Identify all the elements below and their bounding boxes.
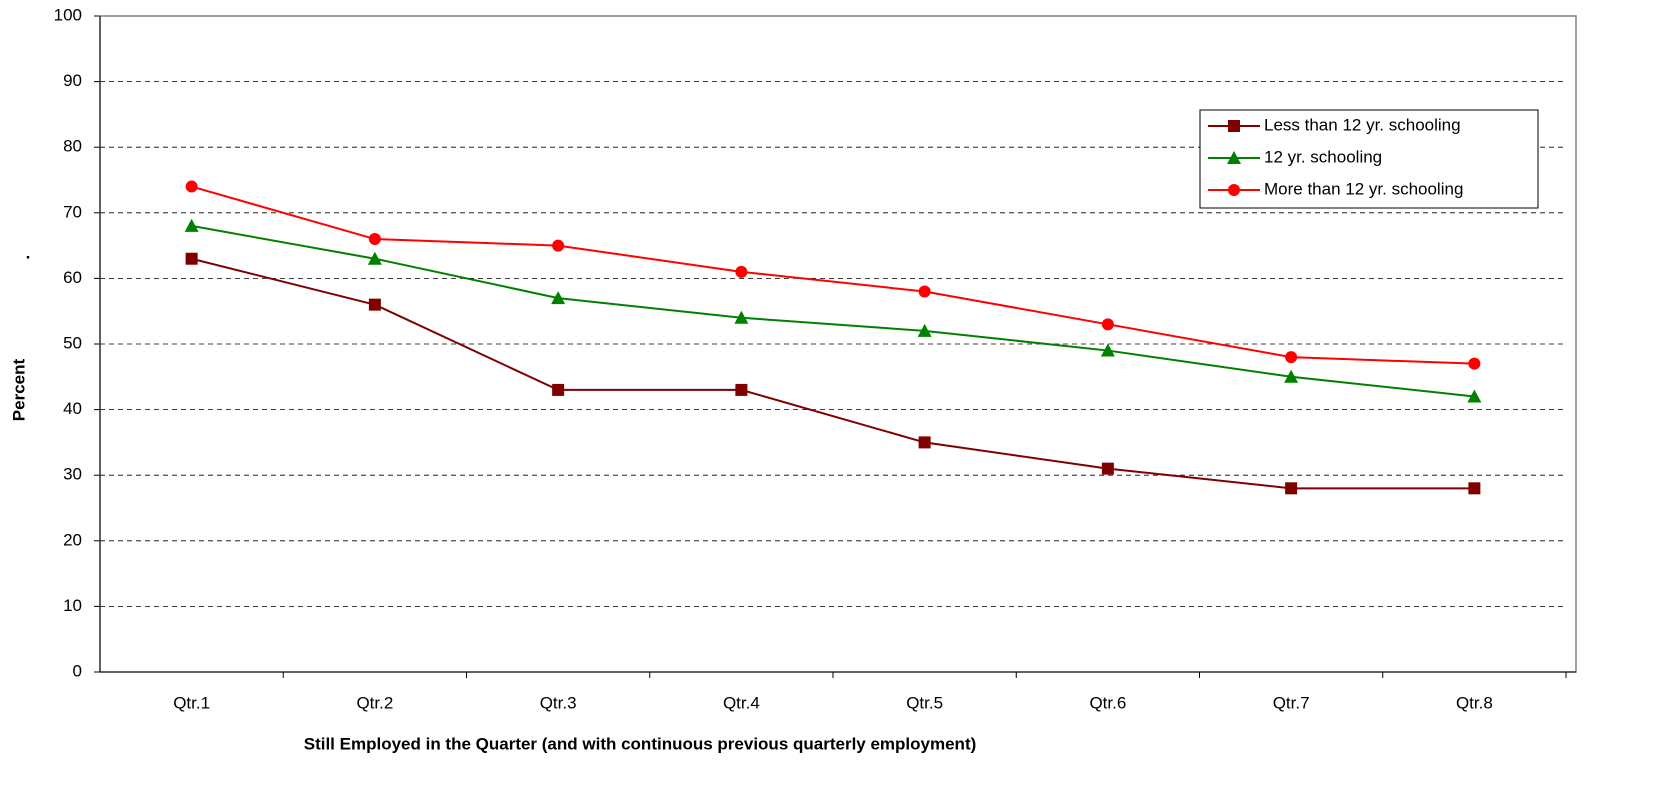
y-tick-label: 100 xyxy=(54,5,82,24)
marker xyxy=(367,251,382,265)
marker xyxy=(918,436,931,449)
marker xyxy=(735,265,748,278)
x-tick-label: Qtr.8 xyxy=(1456,693,1493,712)
marker xyxy=(185,252,198,265)
x-tick-label: Qtr.4 xyxy=(723,693,760,712)
marker xyxy=(1285,482,1298,495)
legend-label: 12 yr. schooling xyxy=(1264,147,1382,166)
marker xyxy=(368,233,381,246)
marker xyxy=(1101,318,1114,331)
y-tick-label: 10 xyxy=(63,596,82,615)
annotation: . xyxy=(26,243,31,262)
y-tick-label: 60 xyxy=(63,268,82,287)
marker xyxy=(552,383,565,396)
marker xyxy=(184,218,199,232)
legend-label: More than 12 yr. schooling xyxy=(1264,179,1463,198)
marker xyxy=(368,298,381,311)
x-tick-label: Qtr.6 xyxy=(1089,693,1126,712)
x-tick-label: Qtr.5 xyxy=(906,693,943,712)
marker xyxy=(551,291,566,305)
y-tick-label: 80 xyxy=(63,137,82,156)
x-tick-label: Qtr.3 xyxy=(540,693,577,712)
y-tick-label: 30 xyxy=(63,465,82,484)
marker xyxy=(1228,120,1240,132)
x-tick-label: Qtr.7 xyxy=(1273,693,1310,712)
series-line xyxy=(191,224,1475,398)
marker xyxy=(1467,389,1482,403)
y-tick-label: 0 xyxy=(73,661,82,680)
x-tick-label: Qtr.1 xyxy=(173,693,210,712)
y-tick-label: 20 xyxy=(63,530,82,549)
marker xyxy=(1101,462,1114,475)
series-line xyxy=(191,185,1475,365)
y-tick-label: 90 xyxy=(63,71,82,90)
y-tick-label: 70 xyxy=(63,202,82,221)
marker xyxy=(1227,151,1241,164)
x-tick-label: Qtr.2 xyxy=(356,693,393,712)
marker xyxy=(918,285,931,298)
legend-label: Less than 12 yr. schooling xyxy=(1264,115,1461,134)
marker xyxy=(552,239,565,252)
marker xyxy=(1100,343,1115,357)
series-line xyxy=(191,257,1475,490)
y-axis-label: Percent xyxy=(9,358,28,421)
marker xyxy=(1468,357,1481,370)
y-tick-label: 40 xyxy=(63,399,82,418)
y-tick-label: 50 xyxy=(63,333,82,352)
marker xyxy=(1285,351,1298,364)
x-axis-label: Still Employed in the Quarter (and with … xyxy=(304,734,977,753)
marker xyxy=(734,310,749,324)
marker xyxy=(1228,184,1240,196)
marker xyxy=(185,180,198,193)
marker xyxy=(1284,369,1299,383)
marker xyxy=(1468,482,1481,495)
marker xyxy=(735,383,748,396)
marker xyxy=(917,323,932,337)
